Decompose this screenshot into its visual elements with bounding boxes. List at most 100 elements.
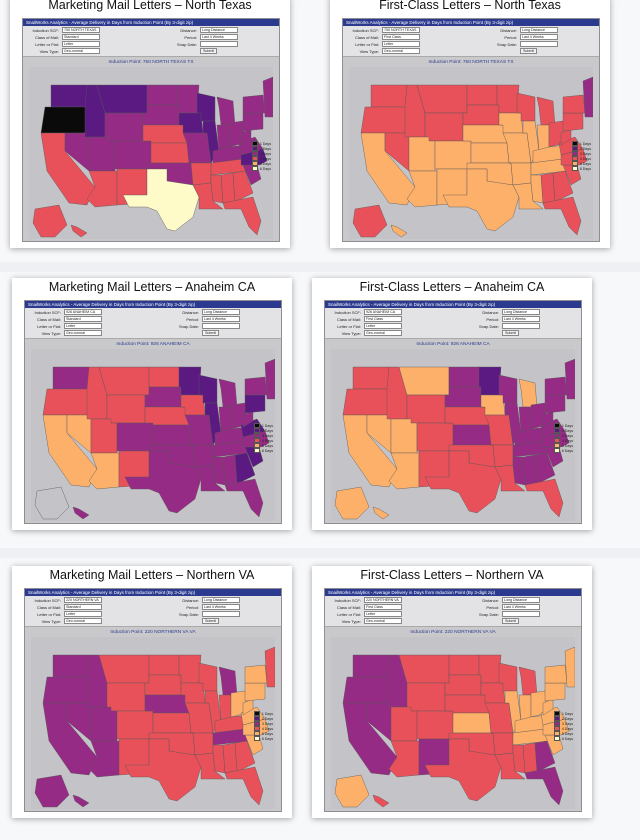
state-or[interactable] [342,388,390,416]
state-wy[interactable] [424,112,464,142]
state-mt[interactable] [98,654,150,684]
class-select[interactable]: First Class [364,316,402,322]
state-wy[interactable] [106,394,146,424]
period-select[interactable]: Last 4 Weeks [520,34,558,40]
state-nd[interactable] [448,654,480,676]
state-ms[interactable] [512,744,526,774]
distance-select[interactable]: Long Distance [200,27,238,33]
state-tx[interactable] [442,168,520,232]
submit-button[interactable]: Submit [502,330,520,336]
state-wa[interactable] [352,366,390,390]
state-al[interactable] [522,454,538,486]
state-mn[interactable] [496,84,520,114]
state-co[interactable] [416,422,454,452]
state-nd[interactable] [146,84,178,106]
state-co[interactable] [114,140,152,170]
submit-button[interactable]: Submit [520,48,538,54]
period-select[interactable]: Last 4 Weeks [202,604,240,610]
state-fl[interactable] [222,196,262,236]
state-ne_us[interactable] [564,358,576,400]
shape-select[interactable]: Letter [64,323,102,329]
state-sd[interactable] [462,104,500,126]
state-ny[interactable] [544,664,568,684]
snap-input[interactable] [520,41,558,47]
state-fl[interactable] [224,766,264,806]
state-wy[interactable] [406,682,446,712]
state-pa[interactable] [244,682,266,702]
state-co[interactable] [416,710,454,740]
state-fl[interactable] [542,196,582,236]
state-fl[interactable] [524,478,564,518]
state-tx[interactable] [124,450,202,514]
state-ms[interactable] [212,456,226,486]
state-ny[interactable] [544,376,568,396]
class-select[interactable]: Standard [64,316,102,322]
period-select[interactable]: Last 4 Weeks [200,34,238,40]
state-sd[interactable] [144,386,182,408]
class-select[interactable]: Standard [62,34,100,40]
state-wy[interactable] [406,394,446,424]
shape-select[interactable]: Letter [364,611,402,617]
state-ne[interactable] [144,406,190,426]
state-mt[interactable] [416,84,468,114]
state-or[interactable] [42,388,90,416]
state-ut[interactable] [408,136,436,172]
state-ut[interactable] [390,706,418,742]
state-nd[interactable] [148,654,180,676]
state-wi[interactable] [498,662,518,692]
state-pa[interactable] [242,112,264,132]
state-wa[interactable] [50,84,88,108]
induction-select[interactable]: 220 NORTHERN VA [64,597,102,603]
state-ne_us[interactable] [564,646,576,688]
submit-button[interactable]: Submit [202,618,220,624]
induction-select[interactable]: 926 ANAHEIM CA [364,309,402,315]
view-select[interactable]: Geo-normal [364,618,402,624]
state-sd[interactable] [444,674,482,696]
state-wa[interactable] [52,366,90,390]
period-select[interactable]: Last 4 Weeks [202,316,240,322]
snap-input[interactable] [502,323,540,329]
state-ny[interactable] [244,376,268,396]
state-ne[interactable] [142,124,188,144]
state-ga[interactable] [534,452,556,484]
submit-button[interactable]: Submit [202,330,220,336]
state-in[interactable] [218,406,232,434]
view-select[interactable]: Geo-normal [64,330,102,336]
state-tx[interactable] [122,168,200,232]
submit-button[interactable]: Submit [502,618,520,624]
state-hi[interactable] [372,506,390,520]
view-select[interactable]: Geo-normal [382,48,420,54]
state-ny[interactable] [562,94,586,114]
state-ms[interactable] [210,174,224,204]
state-pa[interactable] [244,394,266,414]
state-wi[interactable] [198,374,218,404]
state-in[interactable] [536,124,550,152]
induction-select[interactable]: 750 NORTH TEXAS [382,27,420,33]
state-wa[interactable] [352,654,390,678]
state-al[interactable] [220,172,236,204]
state-mt[interactable] [398,654,450,684]
class-select[interactable]: Standard [64,604,102,610]
distance-select[interactable]: Long Distance [502,309,540,315]
state-ak[interactable] [334,774,370,808]
state-ne[interactable] [444,406,490,426]
state-fl[interactable] [224,478,264,518]
state-ks[interactable] [452,424,492,446]
state-wa[interactable] [52,654,90,678]
state-ne_us[interactable] [264,358,276,400]
state-co[interactable] [116,422,154,452]
state-wi[interactable] [498,374,518,404]
state-tx[interactable] [124,738,202,802]
state-wi[interactable] [516,92,536,122]
period-select[interactable]: Last 4 Weeks [502,316,540,322]
state-mn[interactable] [478,366,502,396]
state-ga[interactable] [534,740,556,772]
state-ny[interactable] [244,664,268,684]
view-select[interactable]: Geo-normal [62,48,100,54]
state-co[interactable] [434,140,472,170]
state-in[interactable] [518,694,532,722]
shape-select[interactable]: Letter [382,41,420,47]
state-in[interactable] [218,694,232,722]
state-or[interactable] [40,106,88,134]
state-co[interactable] [116,710,154,740]
